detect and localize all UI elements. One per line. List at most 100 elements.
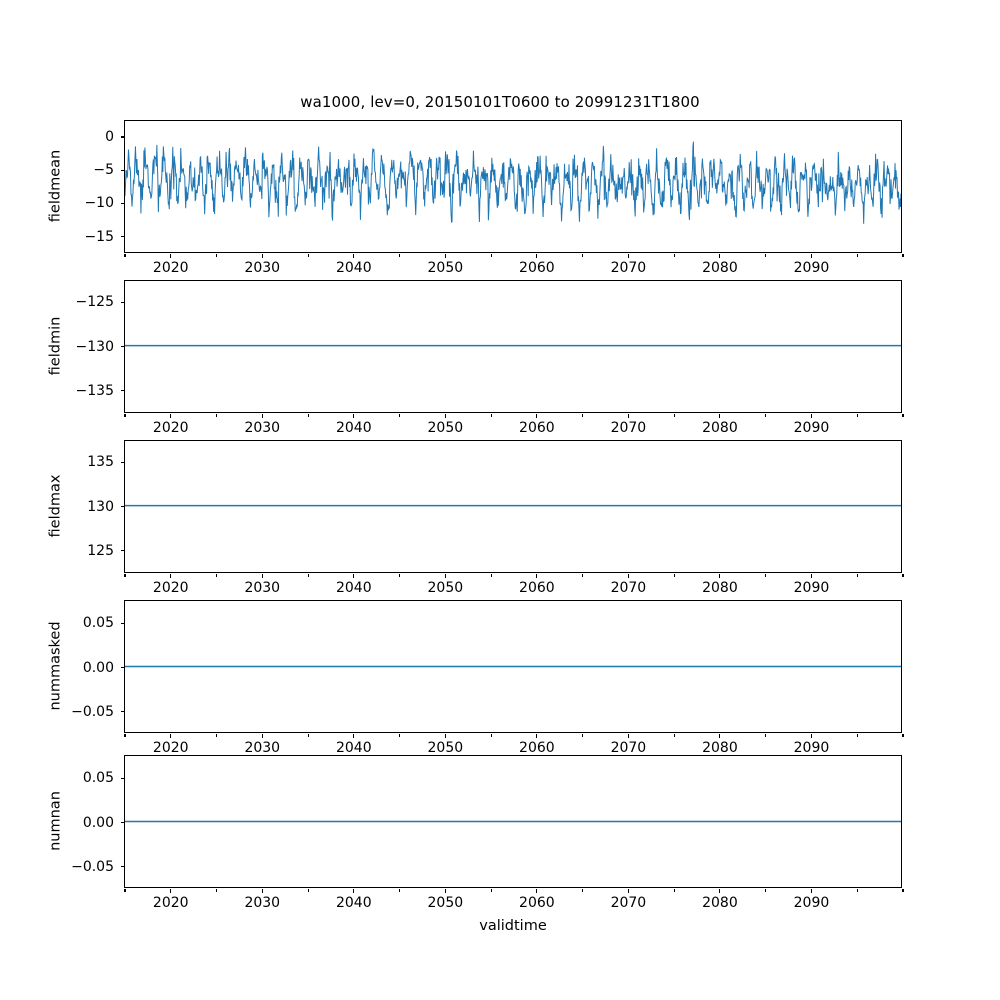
x-major-tick-mark [353,889,355,894]
x-minor-tick-mark [673,414,675,417]
x-minor-tick-mark [124,889,126,892]
y-tick-mark [120,622,125,624]
x-minor-tick-mark [490,254,492,257]
plot-area-fieldmean [125,121,901,252]
y-tick-mark [120,236,125,238]
plot-area-fieldmin [125,281,901,412]
x-minor-tick-mark [124,254,126,257]
y-tick-mark [120,169,125,171]
x-minor-tick-mark [673,254,675,257]
x-tick-label: 2030 [244,260,281,276]
x-tick-label: 2080 [702,895,738,911]
y-tick-label: 135 [87,454,114,471]
x-tick-label: 2060 [519,420,555,436]
x-minor-tick-mark [307,414,309,417]
x-minor-tick-mark [765,414,767,417]
x-axis-label: validtime [479,918,547,934]
x-minor-tick-mark [215,254,218,257]
x-tick-label: 2030 [244,740,281,756]
x-major-tick-mark [627,734,629,739]
plot-area-numnan [125,756,901,887]
x-tick-label: 2080 [702,740,738,756]
x-minor-tick-mark [765,734,767,737]
x-minor-tick-mark [307,734,309,737]
x-minor-tick-mark [307,889,309,892]
x-minor-tick-mark [902,734,904,737]
x-minor-tick-mark [673,734,675,737]
y-tick-mark [120,506,125,508]
x-tick-label: 2060 [519,740,555,756]
y-tick-mark [120,301,125,303]
x-tick-label: 2070 [610,740,647,756]
x-major-tick-mark [444,889,446,894]
x-tick-label: 2020 [152,580,189,596]
y-tick-label: 130 [87,498,114,515]
x-tick-label: 2020 [152,260,189,276]
y-axis-label-fieldmin: fieldmin [47,316,63,375]
x-minor-tick-mark [399,889,401,892]
x-major-tick-mark [170,734,172,739]
x-minor-tick-mark [124,574,126,577]
x-major-tick-mark [719,574,721,579]
x-tick-label: 2040 [335,740,372,756]
y-tick-label: 125 [87,542,114,559]
x-tick-label: 2020 [152,420,189,436]
x-major-tick-mark [810,574,812,579]
x-major-tick-mark [810,889,812,894]
x-minor-tick-mark [582,734,584,737]
x-tick-label: 2070 [610,580,647,596]
x-minor-tick-mark [902,414,904,417]
x-minor-tick-mark [490,889,492,892]
y-tick-label: 0 [105,128,114,145]
plot-panel-fieldmean: 0 −5 −10 −15 2020 2030 2040 2050 2060 2070 2080 209… [47,120,904,276]
y-tick-mark [120,550,125,552]
x-major-tick-mark [170,254,172,259]
x-major-tick-mark [444,734,446,739]
x-tick-label: 2020 [152,895,189,911]
x-minor-tick-mark [307,254,309,257]
y-tick-label: 0.05 [82,770,114,787]
x-tick-label: 2090 [793,420,830,436]
x-tick-label: 2030 [244,580,281,596]
x-major-tick-mark [444,254,446,259]
x-major-tick-mark [810,254,812,259]
x-minor-tick-mark [399,254,401,257]
x-tick-label: 2090 [793,740,830,756]
x-tick-label: 2040 [335,420,372,436]
y-tick-mark [120,136,125,138]
x-minor-tick-mark [399,574,401,577]
x-minor-tick-mark [582,574,584,577]
x-major-tick-mark [719,889,721,894]
x-minor-tick-mark [856,734,858,737]
plot-area-nummasked [125,601,901,732]
plot-panel-numnan: 0.05 0.00 −0.05 2020 2030 2040 2050 2060 2070 208… [47,755,904,911]
x-minor-tick-mark [215,574,218,577]
x-minor-tick-mark [399,734,401,737]
x-minor-tick-mark [399,414,401,417]
x-tick-label: 2050 [427,895,464,911]
y-tick-label: 0.00 [82,814,114,831]
figure-title: wa1000, lev=0, 20150101T0600 to 20991231… [300,93,700,111]
x-tick-label: 2080 [702,580,738,596]
x-minor-tick-mark [673,574,675,577]
x-major-tick-mark [261,889,263,894]
x-tick-label: 2090 [793,260,830,276]
x-tick-label: 2080 [702,420,738,436]
x-major-tick-mark [353,574,355,579]
y-tick-label: −10 [84,195,114,212]
x-major-tick-mark [719,254,721,259]
x-major-tick-mark [261,414,263,419]
y-tick-label: 0.00 [82,659,114,676]
x-minor-tick-mark [856,414,858,417]
x-major-tick-mark [444,414,446,419]
x-tick-label: 2050 [427,260,464,276]
x-minor-tick-mark [215,414,218,417]
x-minor-tick-mark [902,889,904,892]
x-tick-label: 2030 [244,420,281,436]
y-axis-label-fieldmean: fieldmean [47,149,63,222]
x-minor-tick-mark [124,414,126,417]
x-minor-tick-mark [124,734,126,737]
x-major-tick-mark [536,734,538,739]
x-major-tick-mark [719,734,721,739]
